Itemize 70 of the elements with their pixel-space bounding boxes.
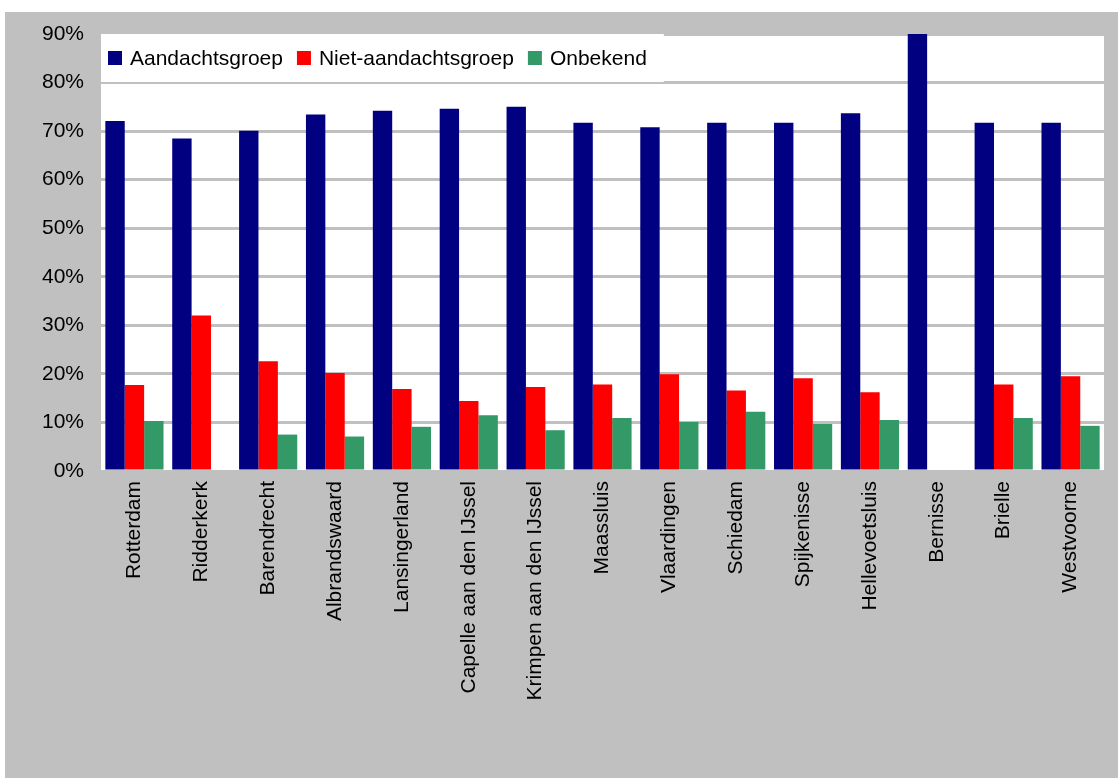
x-tick-label: Lansingerland	[388, 481, 412, 613]
bar	[144, 420, 164, 470]
y-tick-label: 0%	[53, 457, 84, 481]
x-tick-label: Krimpen aan den IJssel	[522, 481, 546, 701]
bar	[907, 34, 928, 470]
y-tick-label: 50%	[41, 215, 84, 239]
bar	[879, 420, 900, 470]
bar	[459, 401, 479, 470]
y-tick-label: 30%	[41, 312, 84, 336]
bar	[726, 390, 746, 470]
y-tick-label: 60%	[41, 166, 84, 190]
bar	[305, 114, 326, 470]
bar	[793, 378, 813, 470]
legend-label: Niet-aandachtsgroep	[318, 45, 514, 69]
bar	[592, 384, 613, 470]
bar	[840, 113, 861, 470]
bar	[1041, 122, 1061, 470]
bar	[612, 418, 632, 470]
x-tick-label: Barendrecht	[254, 480, 278, 596]
x-tick-label: Brielle	[990, 481, 1014, 540]
bar	[812, 423, 833, 470]
y-tick-label: 90%	[41, 20, 84, 44]
bar	[372, 110, 393, 470]
bar	[974, 122, 994, 470]
x-tick-label: Ridderkerk	[188, 480, 212, 583]
bar	[325, 372, 345, 470]
bar	[1080, 425, 1100, 470]
x-tick-label: Schiedam	[723, 481, 747, 575]
bar	[525, 387, 546, 470]
y-tick-label: 10%	[41, 409, 84, 433]
bar	[994, 384, 1014, 470]
x-tick-label: Maassluis	[589, 481, 613, 575]
bar	[191, 315, 211, 470]
bar	[172, 138, 192, 470]
bar	[545, 430, 565, 470]
bar	[1013, 418, 1033, 470]
bar	[573, 122, 593, 470]
x-tick-label: Spijkenisse	[789, 481, 813, 588]
bar	[679, 421, 699, 470]
bar	[860, 392, 880, 470]
bar	[1060, 376, 1081, 470]
bar	[105, 120, 125, 470]
bar	[411, 426, 431, 470]
bar	[478, 415, 498, 470]
y-tick-label: 80%	[41, 69, 84, 93]
legend-label: Onbekend	[549, 45, 647, 69]
x-tick-label: Westvoorne	[1057, 481, 1081, 593]
bar	[506, 106, 526, 470]
y-tick-label: 70%	[41, 117, 84, 141]
bar	[745, 411, 766, 470]
x-tick-label: Hellevoetsluis	[856, 481, 880, 611]
x-tick-label: Capelle aan den IJssel	[455, 481, 479, 694]
bar	[439, 108, 460, 470]
bar	[707, 122, 727, 470]
x-tick-label: Vlaardingen	[656, 481, 680, 594]
bar	[277, 434, 298, 470]
x-tick-label: Albrandswaard	[321, 481, 345, 622]
bar	[659, 374, 680, 470]
legend-label: Aandachtsgroep	[130, 45, 283, 69]
bar	[344, 436, 365, 470]
bar	[392, 388, 412, 470]
bar	[239, 130, 259, 470]
y-tick-label: 40%	[41, 263, 84, 287]
y-tick-label: 20%	[41, 360, 84, 384]
bar	[640, 127, 660, 470]
bar	[774, 122, 794, 470]
x-tick-label: Bernisse	[923, 481, 947, 563]
bar	[258, 361, 278, 470]
bar	[124, 385, 145, 470]
x-tick-label: Rotterdam	[121, 481, 145, 580]
